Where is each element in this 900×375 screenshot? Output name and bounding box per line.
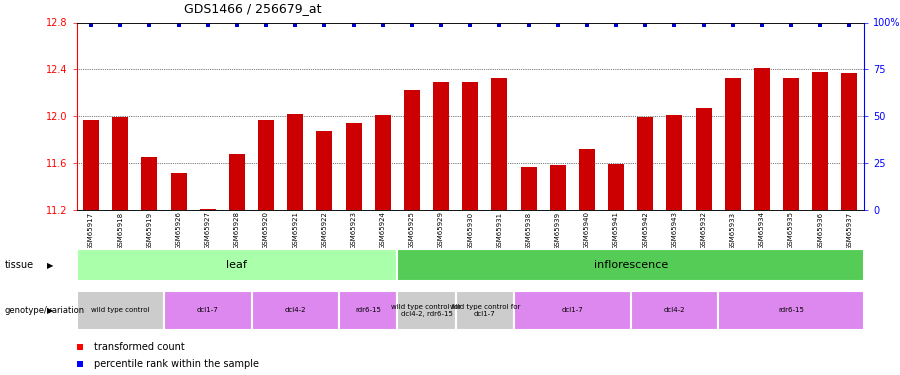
Bar [141, 157, 158, 210]
Bar [637, 117, 653, 210]
Bar [83, 120, 99, 210]
Text: percentile rank within the sample: percentile rank within the sample [94, 359, 259, 369]
Bar [346, 123, 362, 210]
Bar [374, 115, 391, 210]
Bar [718, 291, 864, 330]
Bar [608, 164, 624, 210]
Text: ▶: ▶ [47, 261, 53, 270]
Bar [171, 172, 186, 210]
Bar [491, 78, 508, 210]
Bar [397, 291, 455, 330]
Bar [112, 117, 129, 210]
Text: rdr6-15: rdr6-15 [356, 308, 381, 314]
Bar [783, 78, 799, 210]
Bar [455, 291, 514, 330]
Bar [76, 249, 397, 281]
Text: ▶: ▶ [47, 306, 53, 315]
Bar [550, 165, 566, 210]
Text: inflorescence: inflorescence [593, 260, 668, 270]
Bar [520, 166, 536, 210]
Bar [666, 115, 682, 210]
Text: tissue: tissue [4, 260, 33, 270]
Bar [514, 291, 631, 330]
Bar [696, 108, 712, 210]
Text: dcl1-7: dcl1-7 [562, 308, 583, 314]
Bar [339, 291, 397, 330]
Text: transformed count: transformed count [94, 342, 184, 352]
Text: dcl4-2: dcl4-2 [284, 308, 306, 314]
Text: leaf: leaf [227, 260, 248, 270]
Bar [754, 68, 770, 210]
Bar [404, 90, 420, 210]
Bar [579, 149, 595, 210]
Text: wild type control for
dcl1-7: wild type control for dcl1-7 [450, 304, 520, 317]
Bar [317, 132, 332, 210]
Bar [251, 291, 339, 330]
Bar [463, 82, 478, 210]
Bar [76, 291, 164, 330]
Bar [433, 82, 449, 210]
Text: wild type control for
dcl4-2, rdr6-15: wild type control for dcl4-2, rdr6-15 [392, 304, 462, 317]
Bar [287, 114, 303, 210]
Text: genotype/variation: genotype/variation [4, 306, 85, 315]
Bar [200, 209, 216, 210]
Bar [164, 291, 251, 330]
Text: dcl1-7: dcl1-7 [197, 308, 219, 314]
Text: GDS1466 / 256679_at: GDS1466 / 256679_at [184, 2, 322, 15]
Text: dcl4-2: dcl4-2 [663, 308, 685, 314]
Text: wild type control: wild type control [91, 308, 149, 314]
Text: rdr6-15: rdr6-15 [778, 308, 804, 314]
Bar [229, 154, 245, 210]
Bar [631, 291, 718, 330]
Bar [812, 72, 828, 210]
Bar [397, 249, 864, 281]
Bar [842, 73, 858, 210]
Bar [724, 78, 741, 210]
Bar [258, 120, 274, 210]
